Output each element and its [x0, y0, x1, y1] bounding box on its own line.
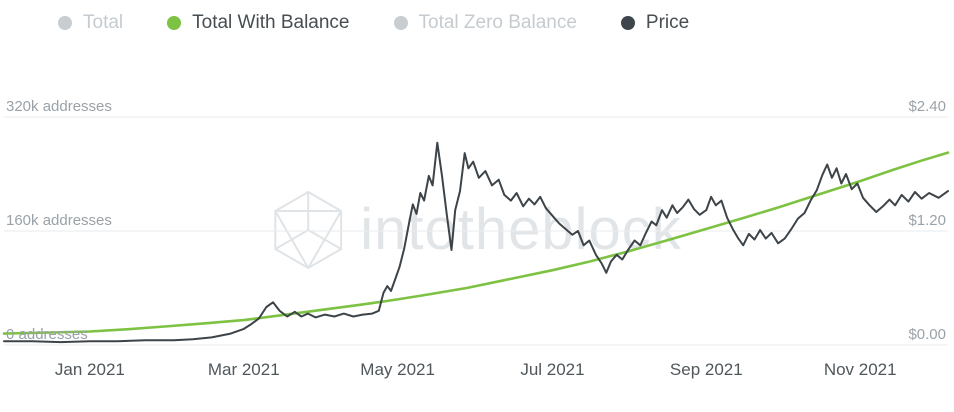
legend-item-total-zero-balance[interactable]: Total Zero Balance	[393, 12, 577, 33]
y-right-tick-240: $2.40	[908, 98, 946, 115]
legend-item-total[interactable]: Total	[58, 13, 123, 32]
y-right-tick-120: $1.20	[908, 212, 946, 229]
y-right-tick-000: $0.00	[908, 326, 946, 343]
y-left-tick-160k: 160k addresses	[6, 212, 112, 229]
y-left-tick-0: 0 addresses	[6, 326, 88, 343]
price-series-dot-icon	[620, 15, 635, 30]
legend-item-price[interactable]: Price	[620, 12, 690, 33]
legend-label-total-with-balance: Total With Balance	[192, 12, 350, 33]
legend-label-total: Total	[83, 12, 124, 33]
legend: Total Total With Balance Total Zero Bala…	[58, 13, 689, 32]
total-with-balance-series-dot-icon	[167, 15, 182, 30]
y-left-tick-320k: 320k addresses	[6, 98, 112, 115]
total-zero-balance-series-dot-icon	[393, 15, 408, 30]
series-line-price	[3, 141, 949, 344]
total-series-dot-icon	[58, 15, 72, 30]
legend-label-total-zero-balance: Total Zero Balance	[418, 12, 577, 33]
legend-label-price: Price	[645, 12, 690, 33]
legend-item-total-with-balance[interactable]: Total With Balance	[167, 12, 350, 33]
series-line-total-with-balance	[2, 151, 950, 335]
